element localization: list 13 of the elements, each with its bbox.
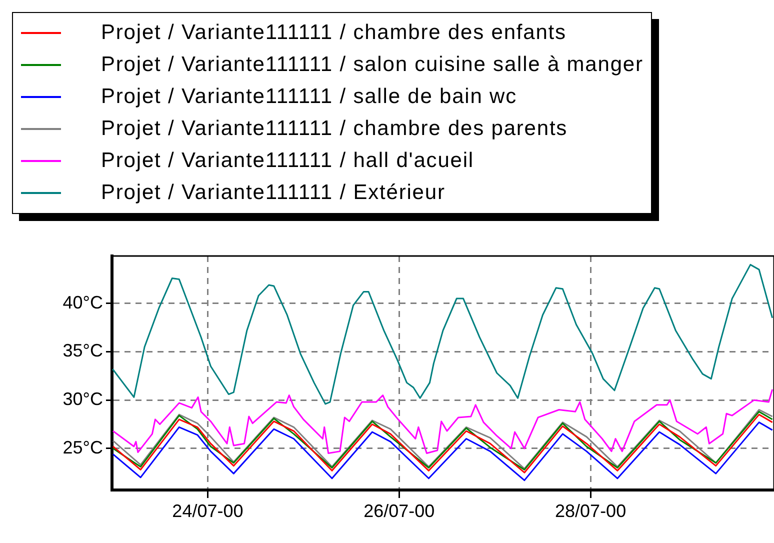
x-tick-label: 26/07-00: [364, 500, 435, 521]
legend-label: Projet / Variante111111 / chambre des enfants: [101, 21, 566, 45]
x-tick-label: 28/07-00: [555, 500, 626, 521]
y-tick-label: 30°C: [62, 389, 103, 410]
legend-label: Projet / Variante111111 / salon cuisine salle à manger: [101, 53, 644, 77]
x-tick-label: 24/07-00: [172, 500, 244, 521]
y-tick-label: 25°C: [62, 437, 103, 458]
legend-label: Projet / Variante111111 / salle de bain wc: [101, 85, 518, 109]
legend-label: Projet / Variante111111 / hall d'acueil: [101, 149, 474, 173]
legend-label: Projet / Variante111111 / Extérieur: [101, 181, 446, 205]
legend-label: Projet / Variante111111 / chambre des parents: [101, 117, 568, 141]
y-tick-label: 35°C: [62, 340, 103, 361]
y-tick-label: 40°C: [62, 292, 103, 312]
